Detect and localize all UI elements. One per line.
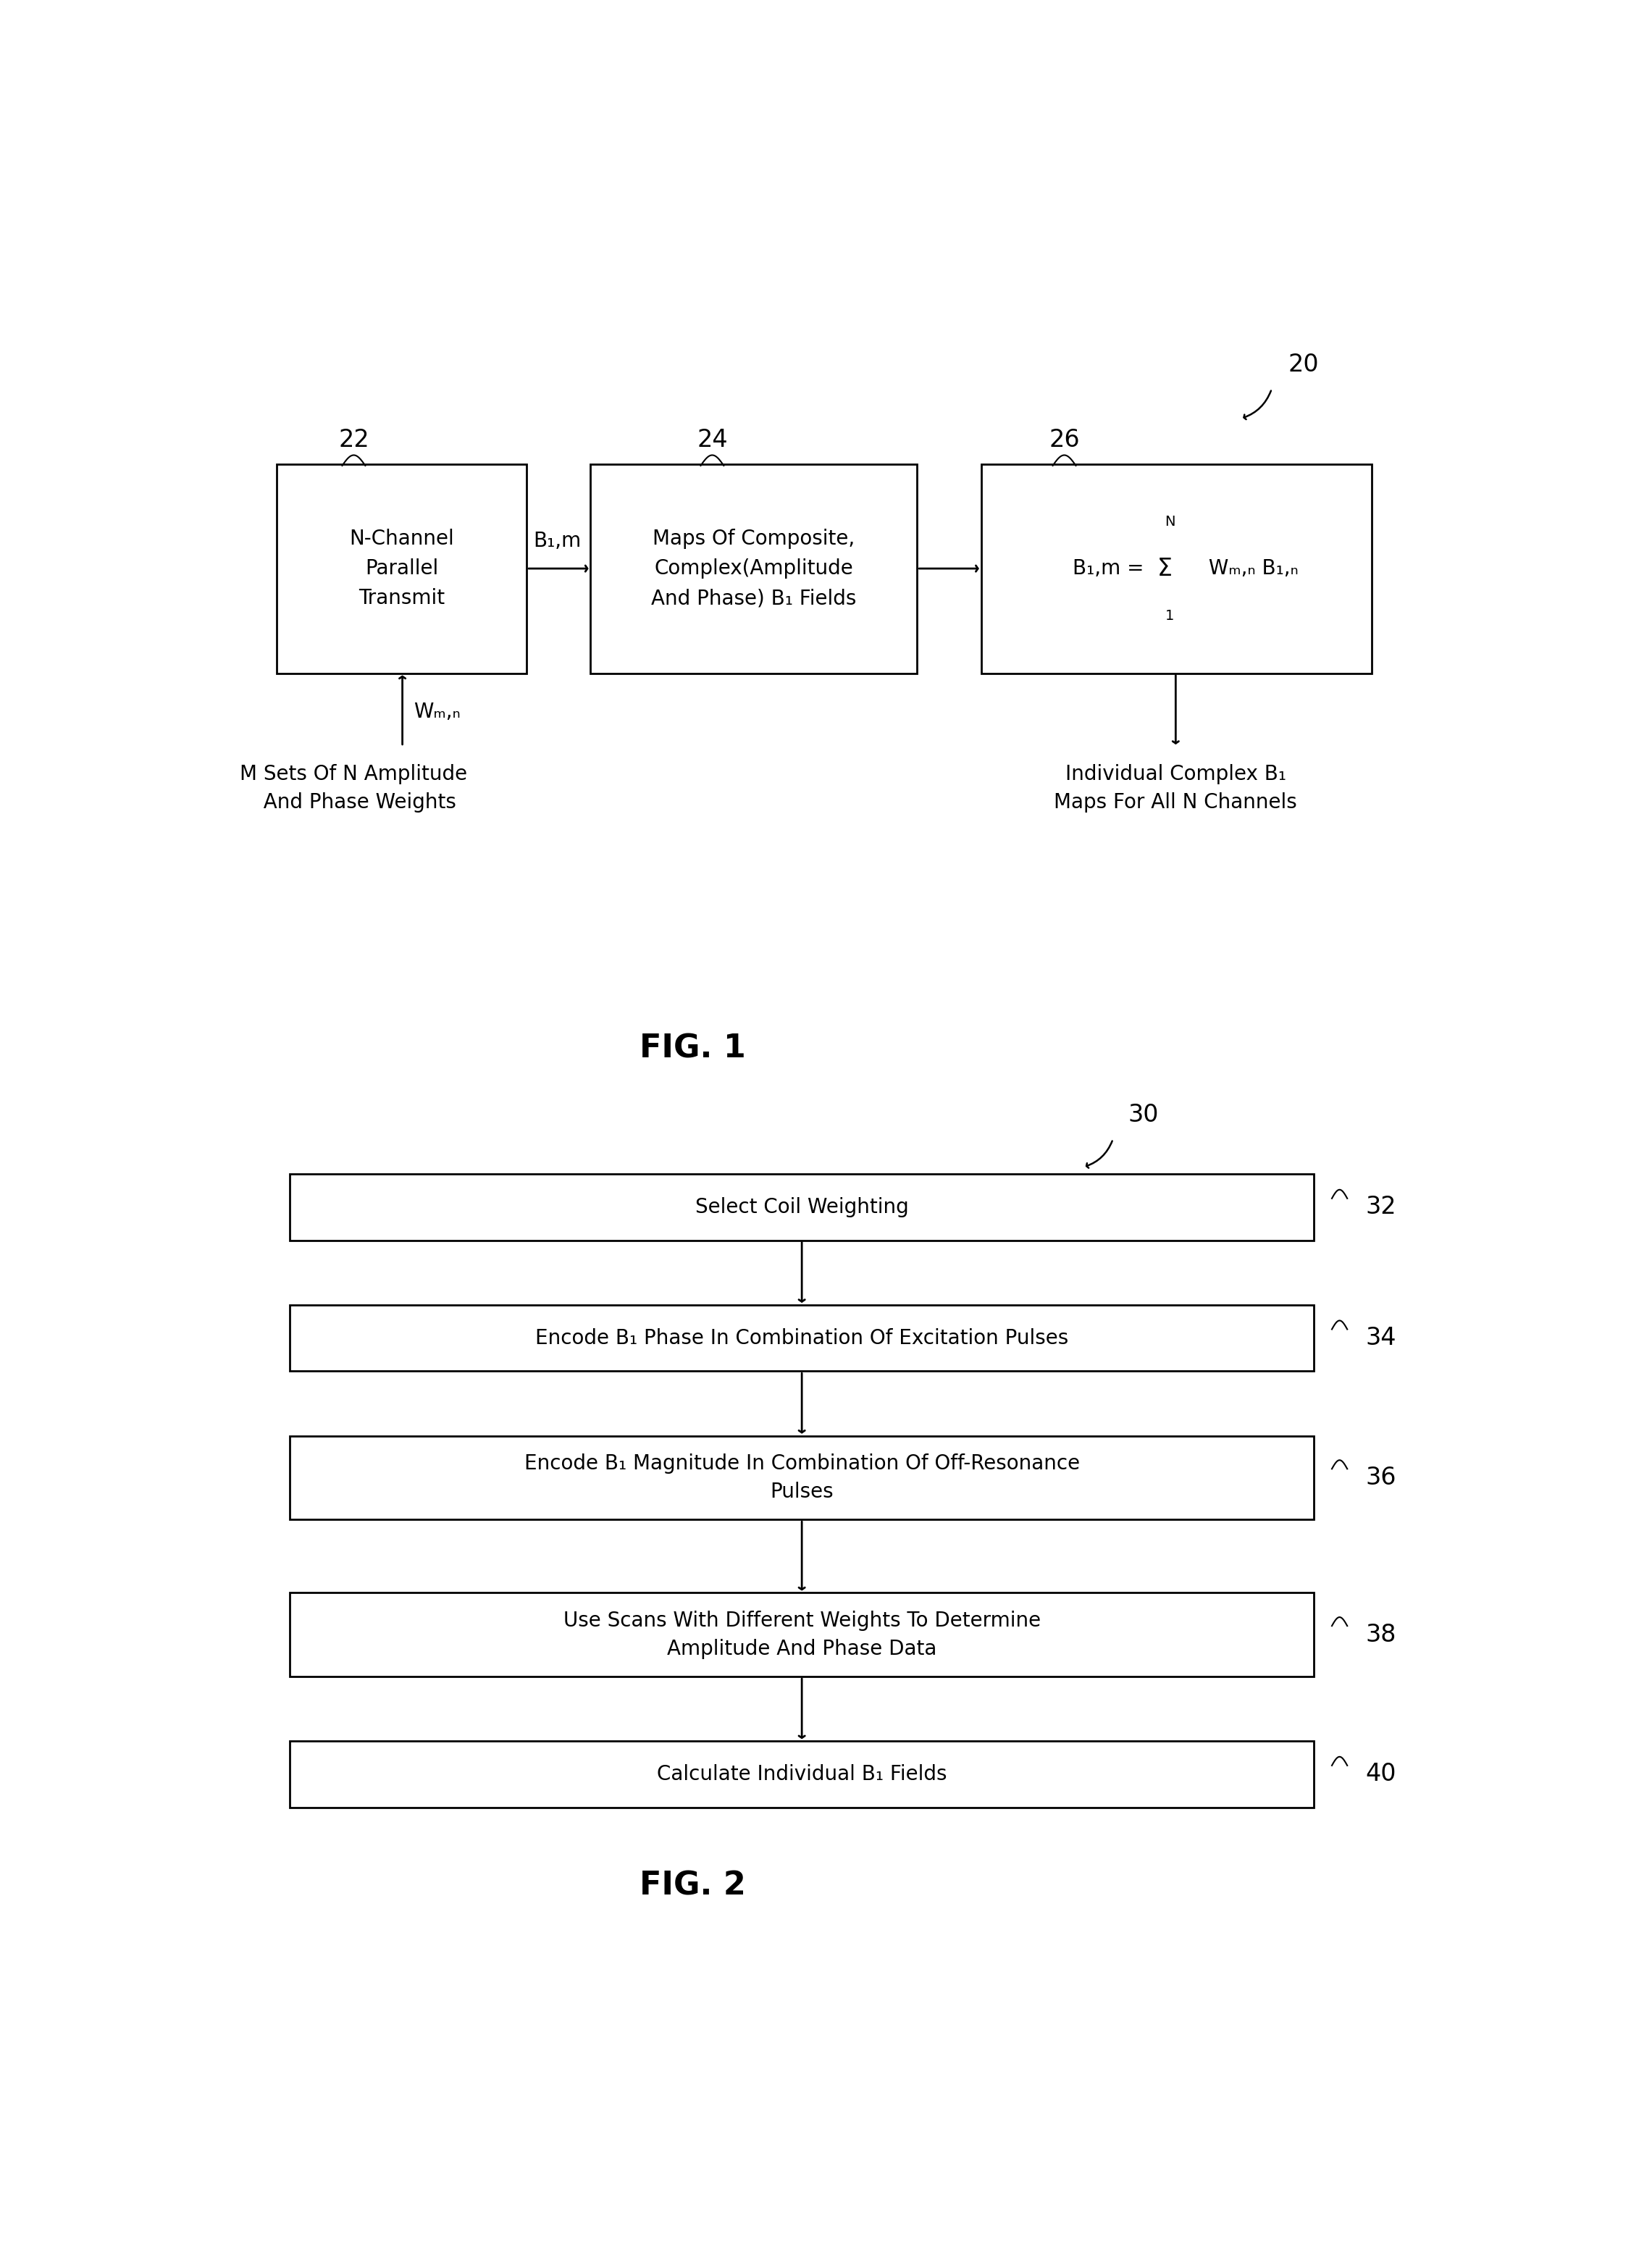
Text: Wₘ,ₙ B₁,ₙ: Wₘ,ₙ B₁,ₙ [1203, 557, 1298, 578]
FancyBboxPatch shape [981, 465, 1371, 673]
FancyBboxPatch shape [278, 465, 527, 673]
FancyBboxPatch shape [289, 1437, 1313, 1520]
Text: M Sets Of N Amplitude
  And Phase Weights: M Sets Of N Amplitude And Phase Weights [240, 764, 468, 813]
Text: B₁,m: B₁,m [534, 530, 582, 551]
Text: 26: 26 [1049, 428, 1080, 451]
Text: 1: 1 [1165, 610, 1175, 623]
Text: FIG. 1: FIG. 1 [639, 1033, 747, 1065]
Text: N-Channel
Parallel
Transmit: N-Channel Parallel Transmit [349, 528, 454, 610]
Text: Calculate Individual B₁ Fields: Calculate Individual B₁ Fields [657, 1763, 947, 1783]
FancyBboxPatch shape [289, 1305, 1313, 1371]
Text: N: N [1165, 514, 1175, 528]
Text: 30: 30 [1128, 1104, 1160, 1126]
Text: FIG. 2: FIG. 2 [639, 1869, 747, 1901]
Text: 38: 38 [1365, 1622, 1396, 1647]
Text: Maps Of Composite,
Complex(Amplitude
And Phase) B₁ Fields: Maps Of Composite, Complex(Amplitude And… [651, 528, 856, 610]
Text: Encode B₁ Magnitude In Combination Of Off-Resonance
Pulses: Encode B₁ Magnitude In Combination Of Of… [524, 1453, 1080, 1502]
FancyBboxPatch shape [591, 465, 917, 673]
FancyBboxPatch shape [289, 1174, 1313, 1240]
Text: B₁,m =: B₁,m = [1072, 557, 1151, 578]
Text: Σ: Σ [1156, 557, 1173, 580]
Text: 36: 36 [1365, 1466, 1396, 1489]
Text: Individual Complex B₁
Maps For All N Channels: Individual Complex B₁ Maps For All N Cha… [1054, 764, 1297, 813]
Text: Wₘ,ₙ: Wₘ,ₙ [415, 702, 461, 723]
FancyBboxPatch shape [289, 1740, 1313, 1808]
Text: Encode B₁ Phase In Combination Of Excitation Pulses: Encode B₁ Phase In Combination Of Excita… [535, 1328, 1069, 1348]
Text: 24: 24 [697, 428, 727, 451]
Text: 20: 20 [1289, 353, 1320, 376]
Text: Use Scans With Different Weights To Determine
Amplitude And Phase Data: Use Scans With Different Weights To Dete… [563, 1611, 1041, 1659]
Text: 32: 32 [1365, 1194, 1396, 1219]
Text: Select Coil Weighting: Select Coil Weighting [695, 1196, 909, 1217]
Text: 22: 22 [339, 428, 368, 451]
Text: 34: 34 [1365, 1326, 1396, 1351]
FancyBboxPatch shape [289, 1593, 1313, 1677]
Text: 40: 40 [1365, 1763, 1396, 1786]
